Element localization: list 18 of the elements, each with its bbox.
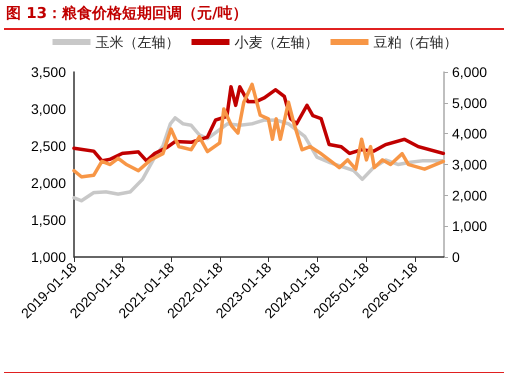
y-tick-label: 3,500 xyxy=(30,64,66,80)
y2-tick-label: 1,000 xyxy=(452,218,488,234)
y2-tick-label: 6,000 xyxy=(452,64,488,80)
y2-tick-label: 0 xyxy=(452,249,460,265)
legend-label: 玉米（左轴） xyxy=(96,34,180,50)
y2-tick-label: 5,000 xyxy=(452,94,488,111)
y-tick-label: 2,500 xyxy=(30,138,66,154)
y-tick-label: 3,000 xyxy=(30,101,66,117)
y-tick-label: 1,500 xyxy=(30,212,66,228)
y2-tick-label: 3,000 xyxy=(452,156,488,172)
y-tick-label: 1,000 xyxy=(30,249,66,265)
legend-label: 豆粕（右轴） xyxy=(374,34,458,50)
legend-label: 小麦（左轴） xyxy=(234,34,318,50)
chart-title: 图 13：粮食价格短期回调（元/吨） xyxy=(6,4,248,23)
line-series xyxy=(72,82,446,179)
y2-tick-label: 4,000 xyxy=(452,126,488,142)
y2-tick-label: 2,000 xyxy=(452,187,488,204)
y-tick-label: 2,000 xyxy=(30,175,66,191)
